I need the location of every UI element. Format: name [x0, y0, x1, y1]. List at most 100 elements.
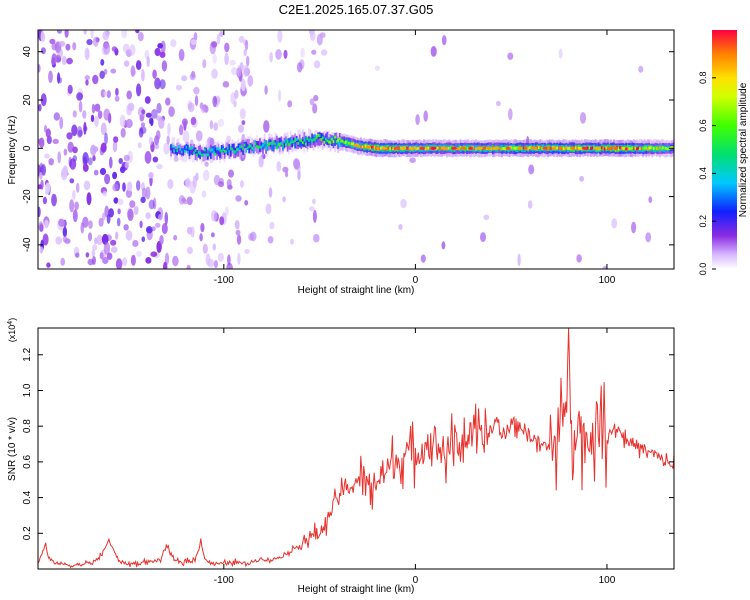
snr-frame	[37, 327, 675, 570]
heatmap-cell	[44, 153, 50, 159]
heatmap-cell	[297, 141, 300, 145]
heatmap-cell	[245, 141, 247, 148]
heatmap-cell	[161, 60, 168, 72]
heatmap-cell	[114, 95, 120, 102]
heatmap-cell	[126, 181, 133, 192]
heatmap-cell	[117, 198, 124, 206]
heatmap-cell	[508, 108, 513, 121]
heatmap-cell	[288, 138, 290, 145]
heatmap-cell	[389, 147, 391, 151]
heatmap-cell	[587, 146, 589, 150]
heatmap-cell	[473, 147, 476, 151]
heatmap-cell	[430, 46, 437, 57]
heatmap-cell	[51, 193, 57, 207]
heatmap-cell	[207, 153, 209, 157]
heatmap-cell	[248, 233, 254, 241]
heatmap-cell	[311, 49, 317, 55]
heatmap-cell	[148, 172, 154, 179]
heatmap-cell	[279, 141, 281, 152]
heatmap-cell	[124, 161, 130, 169]
heatmap-cell	[165, 97, 171, 106]
heatmap-cell	[92, 155, 96, 162]
heatmap-cell	[170, 39, 177, 48]
heatmap-cell	[161, 223, 168, 235]
heatmap-cell	[370, 145, 373, 149]
heatmap-cell	[283, 141, 286, 148]
heatmap-cell	[92, 244, 98, 251]
heatmap-cell	[392, 147, 395, 151]
heatmap-cell	[190, 146, 192, 150]
heatmap-cell	[271, 144, 273, 152]
heatmap-cell	[517, 146, 522, 150]
heatmap-cell	[98, 217, 104, 227]
heatmap-cell	[141, 109, 146, 115]
heatmap-cell	[325, 137, 327, 141]
heatmap-cell	[84, 75, 91, 81]
heatmap-cell	[125, 118, 133, 129]
heatmap-cell	[219, 148, 221, 152]
heatmap-cell	[152, 69, 157, 79]
heatmap-cell	[242, 139, 244, 151]
heatmap-cell	[91, 103, 96, 114]
heatmap-cell	[103, 42, 111, 55]
heatmap-cell	[257, 145, 260, 149]
heatmap-cell	[211, 68, 218, 79]
heatmap-cell	[186, 196, 193, 206]
heatmap-cell	[246, 146, 249, 150]
heatmap-cell	[541, 147, 543, 150]
heatmap-cell	[66, 132, 73, 140]
heatmap-cell	[312, 198, 316, 205]
snr-y-axis-label: SNR (10 * v/v)	[7, 417, 18, 481]
heatmap-cell	[671, 146, 673, 150]
heatmap-cell	[289, 139, 292, 150]
heatmap-cell	[238, 35, 245, 43]
heatmap-cell	[269, 141, 272, 145]
heatmap-cell	[576, 254, 582, 263]
heatmap-cell	[312, 209, 317, 223]
heatmap-cell	[88, 232, 92, 242]
heatmap-cell	[550, 146, 552, 150]
heatmap-cell	[599, 146, 601, 150]
heatmap-cell	[120, 127, 126, 138]
heatmap-cell	[202, 169, 210, 181]
heatmap-cell	[207, 141, 209, 159]
heatmap-cell	[496, 100, 501, 107]
heatmap-cell	[112, 171, 118, 180]
heatmap-cell	[265, 146, 267, 150]
heatmap-cell	[87, 157, 93, 166]
heatmap-cell	[83, 30, 87, 35]
heatmap-cell	[577, 146, 580, 150]
heatmap-cell	[400, 146, 407, 150]
heatmap-cell	[579, 146, 582, 150]
snr-y-tick-label: 0.2	[22, 526, 33, 540]
heatmap-cell	[294, 142, 296, 149]
heatmap-cell	[104, 205, 109, 218]
heatmap-cell	[326, 139, 329, 143]
heatmap-cell	[194, 149, 197, 152]
heatmap-cell	[380, 146, 382, 150]
heatmap-cell	[181, 197, 187, 203]
heatmap-cell	[229, 59, 236, 66]
heatmap-cell	[127, 102, 135, 112]
heatmap-cell	[39, 223, 44, 232]
heatmap-cell	[201, 190, 207, 198]
heatmap-cell	[524, 146, 528, 150]
heatmap-cell	[669, 146, 672, 150]
heatmap-cell	[39, 172, 43, 180]
heatmap-cell	[139, 220, 143, 229]
heatmap-cell	[237, 143, 240, 150]
heatmap-cell	[38, 64, 41, 73]
heatmap-cell	[136, 180, 141, 191]
heatmap-cell	[648, 196, 653, 203]
heatmap-cell	[202, 59, 207, 69]
heatmap-cell	[305, 142, 307, 146]
heatmap-cell	[507, 52, 514, 60]
heatmap-cell	[137, 142, 142, 149]
heatmap-cell	[312, 103, 318, 114]
heatmap-cell	[168, 106, 175, 117]
heatmap-cell	[429, 147, 431, 151]
heatmap-cell	[138, 127, 144, 138]
heatmap-cell	[602, 146, 605, 150]
heatmap-cell	[112, 183, 119, 192]
heatmap-cell	[622, 147, 624, 150]
